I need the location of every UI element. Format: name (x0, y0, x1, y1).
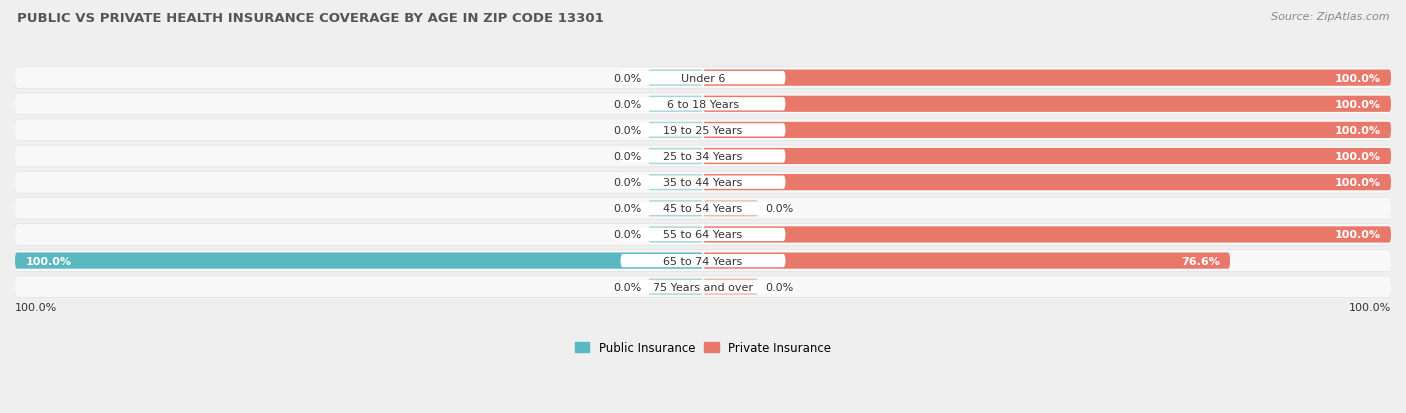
FancyBboxPatch shape (703, 279, 758, 295)
FancyBboxPatch shape (15, 172, 1391, 193)
FancyBboxPatch shape (620, 124, 786, 137)
Text: 0.0%: 0.0% (765, 282, 793, 292)
FancyBboxPatch shape (620, 228, 786, 242)
FancyBboxPatch shape (648, 149, 703, 165)
FancyBboxPatch shape (15, 250, 1391, 272)
FancyBboxPatch shape (15, 276, 1391, 298)
Text: 55 to 64 Years: 55 to 64 Years (664, 230, 742, 240)
Text: 100.0%: 100.0% (1334, 126, 1381, 135)
Text: 0.0%: 0.0% (613, 100, 641, 109)
FancyBboxPatch shape (15, 67, 1391, 90)
Text: PUBLIC VS PRIVATE HEALTH INSURANCE COVERAGE BY AGE IN ZIP CODE 13301: PUBLIC VS PRIVATE HEALTH INSURANCE COVER… (17, 12, 603, 25)
Text: 0.0%: 0.0% (613, 152, 641, 161)
FancyBboxPatch shape (648, 123, 703, 139)
Legend: Public Insurance, Private Insurance: Public Insurance, Private Insurance (571, 337, 835, 359)
Text: 100.0%: 100.0% (1334, 152, 1381, 161)
Text: 76.6%: 76.6% (1181, 256, 1219, 266)
FancyBboxPatch shape (620, 254, 786, 268)
FancyBboxPatch shape (703, 253, 1230, 269)
FancyBboxPatch shape (620, 72, 786, 85)
Text: 0.0%: 0.0% (765, 204, 793, 214)
Text: 45 to 54 Years: 45 to 54 Years (664, 204, 742, 214)
Text: Source: ZipAtlas.com: Source: ZipAtlas.com (1271, 12, 1389, 22)
FancyBboxPatch shape (15, 198, 1391, 219)
FancyBboxPatch shape (15, 119, 1391, 142)
FancyBboxPatch shape (15, 145, 1391, 168)
Text: 100.0%: 100.0% (25, 256, 72, 266)
Text: 0.0%: 0.0% (613, 74, 641, 83)
FancyBboxPatch shape (703, 96, 1391, 113)
FancyBboxPatch shape (15, 93, 1391, 116)
Text: 100.0%: 100.0% (15, 302, 58, 312)
Text: 100.0%: 100.0% (1334, 230, 1381, 240)
FancyBboxPatch shape (703, 149, 1391, 165)
Text: 35 to 44 Years: 35 to 44 Years (664, 178, 742, 188)
FancyBboxPatch shape (15, 277, 1391, 297)
FancyBboxPatch shape (703, 227, 1391, 243)
FancyBboxPatch shape (648, 201, 703, 217)
Text: 25 to 34 Years: 25 to 34 Years (664, 152, 742, 161)
Text: 0.0%: 0.0% (613, 178, 641, 188)
Text: 65 to 74 Years: 65 to 74 Years (664, 256, 742, 266)
Text: Under 6: Under 6 (681, 74, 725, 83)
Text: 6 to 18 Years: 6 to 18 Years (666, 100, 740, 109)
FancyBboxPatch shape (648, 279, 703, 295)
FancyBboxPatch shape (648, 175, 703, 191)
Text: 75 Years and over: 75 Years and over (652, 282, 754, 292)
FancyBboxPatch shape (620, 98, 786, 111)
FancyBboxPatch shape (648, 227, 703, 243)
FancyBboxPatch shape (703, 70, 1391, 86)
Text: 0.0%: 0.0% (613, 126, 641, 135)
FancyBboxPatch shape (15, 94, 1391, 115)
FancyBboxPatch shape (15, 197, 1391, 220)
FancyBboxPatch shape (620, 176, 786, 189)
FancyBboxPatch shape (703, 201, 758, 217)
Text: 100.0%: 100.0% (1348, 302, 1391, 312)
FancyBboxPatch shape (15, 171, 1391, 194)
Text: 0.0%: 0.0% (613, 230, 641, 240)
Text: 0.0%: 0.0% (613, 282, 641, 292)
FancyBboxPatch shape (15, 146, 1391, 167)
FancyBboxPatch shape (15, 253, 703, 269)
FancyBboxPatch shape (620, 202, 786, 216)
Text: 0.0%: 0.0% (613, 204, 641, 214)
FancyBboxPatch shape (15, 251, 1391, 271)
FancyBboxPatch shape (703, 175, 1391, 191)
Text: 100.0%: 100.0% (1334, 178, 1381, 188)
Text: 100.0%: 100.0% (1334, 100, 1381, 109)
FancyBboxPatch shape (15, 120, 1391, 141)
FancyBboxPatch shape (15, 68, 1391, 89)
FancyBboxPatch shape (620, 280, 786, 294)
FancyBboxPatch shape (15, 224, 1391, 245)
FancyBboxPatch shape (15, 224, 1391, 246)
Text: 19 to 25 Years: 19 to 25 Years (664, 126, 742, 135)
FancyBboxPatch shape (648, 70, 703, 86)
FancyBboxPatch shape (703, 123, 1391, 139)
FancyBboxPatch shape (648, 96, 703, 113)
Text: 100.0%: 100.0% (1334, 74, 1381, 83)
FancyBboxPatch shape (620, 150, 786, 163)
